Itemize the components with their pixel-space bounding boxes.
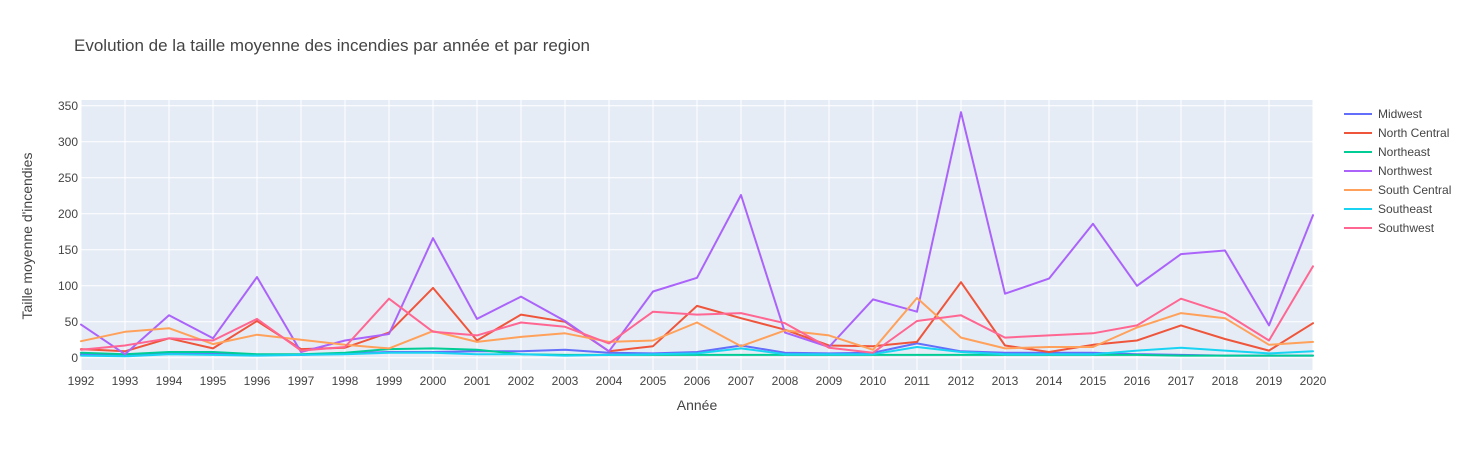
legend-item-south-central[interactable]: South Central xyxy=(1344,183,1451,197)
x-tick-label: 1992 xyxy=(68,374,95,388)
x-tick-label: 1995 xyxy=(200,374,227,388)
x-tick-label: 2018 xyxy=(1212,374,1239,388)
x-tick-label: 2007 xyxy=(728,374,755,388)
y-tick-label: 350 xyxy=(58,99,78,113)
x-axis-ticks: 1992 1993 1994 1995 1996 1997 1998 1999 2000 2001… xyxy=(68,374,1327,388)
legend-label: Southeast xyxy=(1378,202,1433,216)
x-tick-label: 2004 xyxy=(596,374,623,388)
legend-label: North Central xyxy=(1378,126,1449,140)
x-tick-label: 2005 xyxy=(640,374,667,388)
y-tick-label: 150 xyxy=(58,243,78,257)
x-tick-label: 2002 xyxy=(508,374,535,388)
legend-label: Southwest xyxy=(1378,221,1435,235)
x-tick-label: 2011 xyxy=(904,374,930,388)
x-tick-label: 2020 xyxy=(1300,374,1327,388)
y-tick-label: 250 xyxy=(58,171,78,185)
legend[interactable]: Midwest North Central Northeast Northwest So… xyxy=(1344,107,1451,235)
series-line-southwest xyxy=(80,265,1314,354)
x-tick-label: 1993 xyxy=(112,374,139,388)
x-tick-label: 2014 xyxy=(1036,374,1063,388)
x-tick-label: 2001 xyxy=(464,374,491,388)
series-lines xyxy=(80,111,1314,358)
series-line-southeast xyxy=(80,346,1314,358)
x-tick-label: 2008 xyxy=(772,374,799,388)
legend-item-southeast[interactable]: Southeast xyxy=(1344,202,1433,216)
legend-item-southwest[interactable]: Southwest xyxy=(1344,221,1435,235)
x-tick-label: 2012 xyxy=(948,374,975,388)
legend-item-northeast[interactable]: Northeast xyxy=(1344,145,1431,159)
y-tick-label: 300 xyxy=(58,135,78,149)
legend-item-midwest[interactable]: Midwest xyxy=(1344,107,1423,121)
y-axis-title: Taille moyenne d'incendies xyxy=(19,153,35,320)
series-line-south-central xyxy=(80,297,1314,351)
x-tick-label: 1996 xyxy=(244,374,271,388)
y-tick-label: 200 xyxy=(58,207,78,221)
legend-label: Northwest xyxy=(1378,164,1433,178)
legend-label: South Central xyxy=(1378,183,1451,197)
legend-label: Midwest xyxy=(1378,107,1423,121)
x-tick-label: 2019 xyxy=(1256,374,1283,388)
legend-item-north-central[interactable]: North Central xyxy=(1344,126,1449,140)
x-tick-label: 2009 xyxy=(816,374,843,388)
y-axis-ticks: 0 50 100 150 200 250 300 350 xyxy=(58,99,78,365)
x-tick-label: 1997 xyxy=(288,374,315,388)
legend-label: Northeast xyxy=(1378,145,1431,159)
x-tick-label: 2006 xyxy=(684,374,711,388)
x-tick-label: 2003 xyxy=(552,374,579,388)
x-tick-label: 1994 xyxy=(156,374,183,388)
y-tick-label: 100 xyxy=(58,279,78,293)
x-axis-title: Année xyxy=(677,397,718,413)
legend-item-northwest[interactable]: Northwest xyxy=(1344,164,1433,178)
y-tick-label: 0 xyxy=(71,351,78,365)
x-tick-label: 1998 xyxy=(332,374,359,388)
x-tick-label: 2010 xyxy=(860,374,887,388)
chart-title: Evolution de la taille moyenne des incen… xyxy=(74,36,590,55)
x-tick-label: 2000 xyxy=(420,374,447,388)
x-tick-label: 2016 xyxy=(1124,374,1151,388)
x-tick-label: 1999 xyxy=(376,374,403,388)
y-tick-label: 50 xyxy=(65,315,79,329)
x-tick-label: 2013 xyxy=(992,374,1019,388)
x-tick-label: 2017 xyxy=(1168,374,1195,388)
series-line-northwest xyxy=(80,111,1314,356)
x-tick-label: 2015 xyxy=(1080,374,1107,388)
